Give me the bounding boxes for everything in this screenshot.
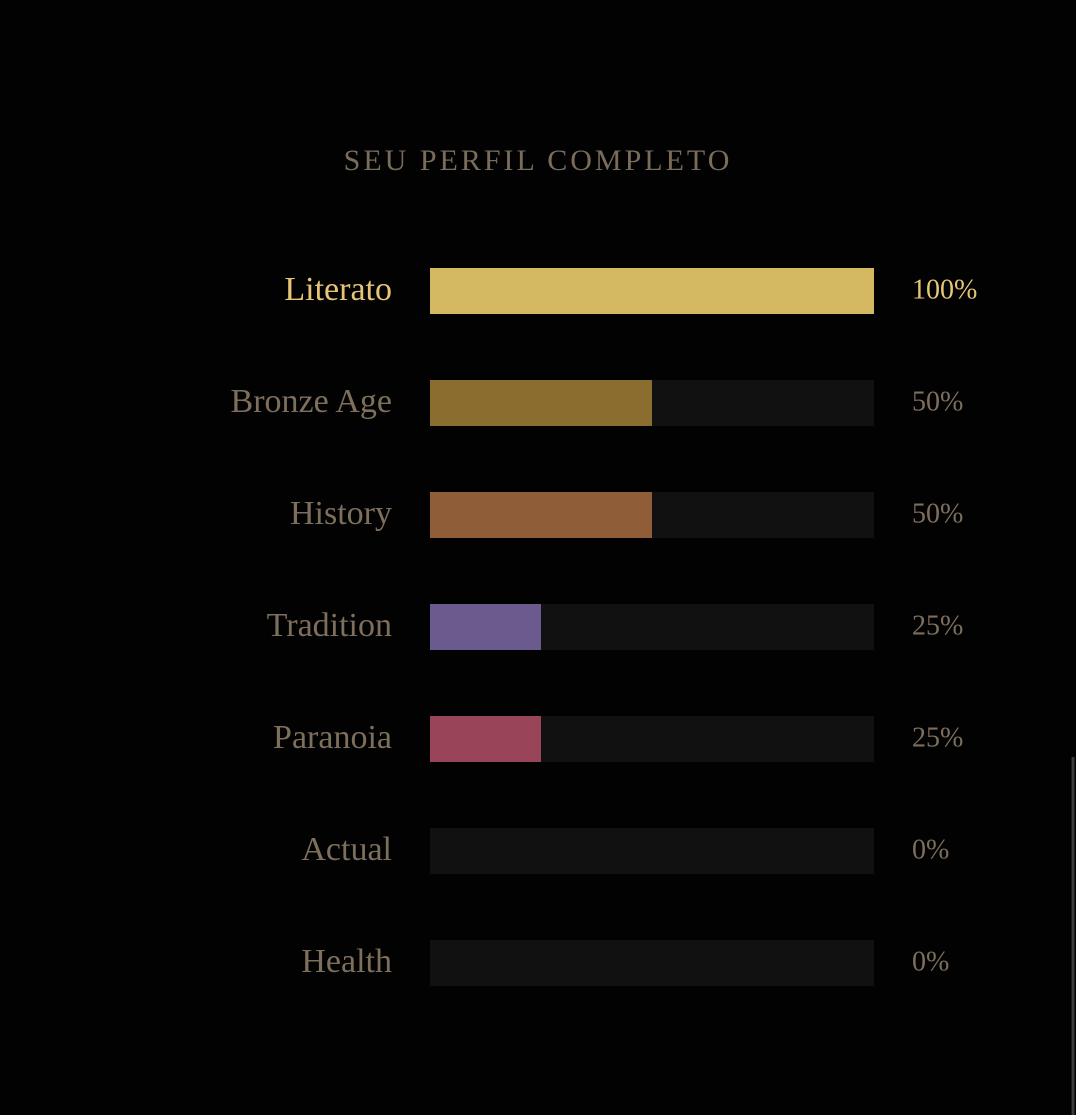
- bar-track: [430, 828, 874, 874]
- value-label: 50%: [912, 498, 963, 529]
- value-label: 0%: [912, 946, 949, 977]
- value-label: 25%: [912, 722, 963, 753]
- value-label: 25%: [912, 610, 963, 641]
- chart-title: SEU PERFIL COMPLETO: [344, 144, 733, 177]
- bar-track: [430, 940, 874, 986]
- bar: [430, 604, 541, 650]
- value-label: 100%: [912, 274, 977, 305]
- value-label: 50%: [912, 386, 963, 417]
- category-label: Tradition: [267, 607, 392, 644]
- value-label: 0%: [912, 834, 949, 865]
- bar: [430, 492, 652, 538]
- category-label: Actual: [301, 831, 392, 868]
- bar: [430, 268, 874, 314]
- bar: [430, 716, 541, 762]
- category-label: Health: [301, 943, 392, 980]
- category-label: History: [290, 495, 392, 532]
- category-label: Literato: [284, 271, 392, 308]
- bar: [430, 380, 652, 426]
- category-label: Paranoia: [273, 719, 392, 756]
- category-label: Bronze Age: [231, 383, 392, 420]
